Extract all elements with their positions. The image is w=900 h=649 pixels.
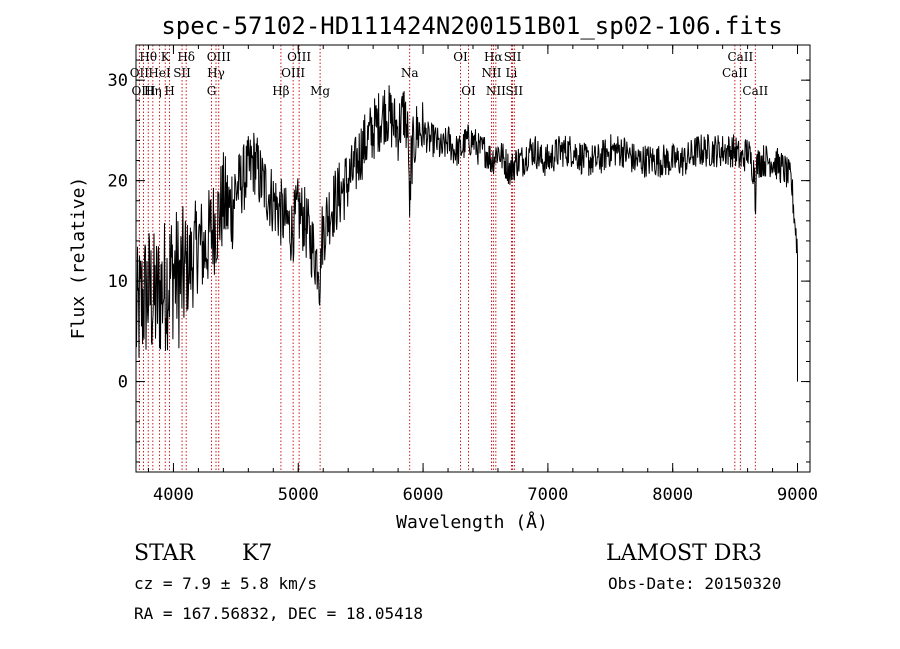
- chart-title: spec-57102-HD111424N200151B01_sp02-106.f…: [161, 12, 782, 40]
- object-subclass: K7: [242, 541, 272, 566]
- spectral-line-label: H: [164, 84, 174, 98]
- spectral-line-label: Hθ: [139, 50, 157, 64]
- spectral-line-label: CaII: [727, 50, 753, 64]
- y-tick-label: 20: [108, 172, 128, 192]
- radec-text: RA = 167.56832, DEC = 18.05418: [134, 604, 423, 623]
- spectral-line-label: Na: [401, 66, 419, 80]
- spectral-line-label: G: [207, 84, 217, 98]
- spectral-line-markers: [138, 45, 756, 472]
- x-tick-label: 4000: [153, 485, 194, 505]
- obs-date-text: Obs-Date: 20150320: [608, 574, 781, 593]
- x-tick-label: 6000: [403, 485, 444, 505]
- spectral-line-label: Hη: [144, 84, 162, 98]
- spectral-line-label: OIII: [131, 84, 155, 98]
- spectral-line-label: CaII: [742, 84, 768, 98]
- spectral-line-label: Hδ: [177, 50, 195, 64]
- spectral-line-label: SII: [504, 50, 522, 64]
- x-tick-label: 5000: [278, 485, 319, 505]
- object-class: STAR: [134, 541, 196, 566]
- spectral-line-label: SII: [505, 84, 523, 98]
- spectral-line-label: OI: [453, 50, 468, 64]
- spectrum-line: [135, 85, 798, 382]
- spectral-line-label: OII: [130, 66, 150, 80]
- x-tick-label: 7000: [527, 485, 568, 505]
- plot-frame: [135, 44, 811, 473]
- y-axis-label: Flux (relative): [68, 177, 89, 340]
- spectral-line-label: SII: [173, 66, 191, 80]
- spectral-line-label: Hα: [484, 50, 503, 64]
- spectral-line-label: NII: [486, 84, 506, 98]
- spectral-line-label: NII: [481, 66, 501, 80]
- x-axis: 4000 5000 6000 7000 8000 9000: [147, 45, 818, 505]
- spectral-line-label: Li: [506, 66, 518, 80]
- y-tick-label: 0: [118, 373, 128, 393]
- spectral-line-label: OI: [461, 84, 476, 98]
- x-axis-label: Wavelength (Å): [396, 511, 548, 533]
- redshift-text: cz = 7.9 ± 5.8 km/s: [134, 574, 317, 593]
- x-tick-label: 8000: [652, 485, 693, 505]
- spectral-line-label: Hβ: [272, 84, 289, 98]
- survey-name: LAMOST DR3: [606, 541, 762, 566]
- y-axis: 0 10 20 30: [108, 59, 810, 463]
- spectral-line-label: HeI: [148, 66, 171, 80]
- spectral-line-label: Hγ: [207, 66, 225, 80]
- spectral-line-label: OIII: [287, 50, 311, 64]
- spectral-line-label: CaII: [722, 66, 748, 80]
- spectral-line-label: OIII: [281, 66, 305, 80]
- y-tick-label: 30: [108, 71, 128, 91]
- y-tick-label: 10: [108, 272, 128, 292]
- spectral-line-label: K: [161, 50, 171, 64]
- x-tick-label: 9000: [777, 485, 818, 505]
- spectral-line-label: OIII: [207, 50, 231, 64]
- spectral-line-label: Mg: [310, 84, 330, 98]
